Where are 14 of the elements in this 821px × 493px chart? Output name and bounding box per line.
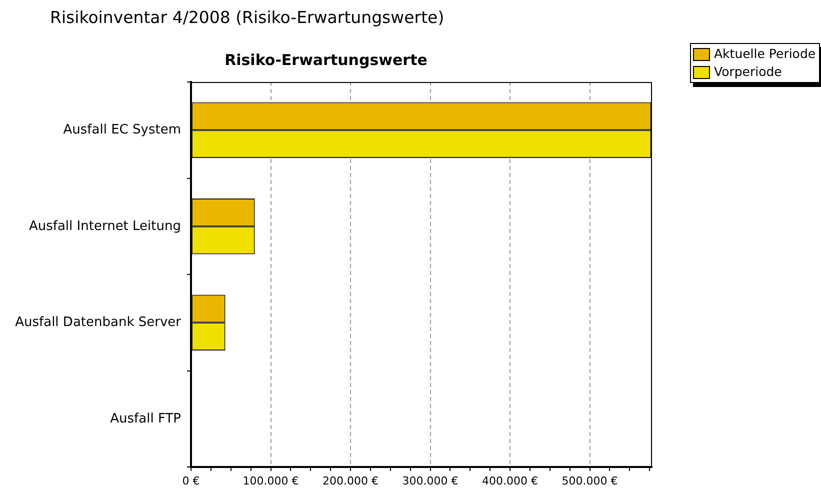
y-tick-label: Ausfall Internet Leitung — [28, 218, 181, 234]
legend-label: Vorperiode — [714, 63, 782, 81]
legend-label: Aktuelle Periode — [714, 45, 816, 63]
x-tick-label: 300.000 € — [402, 474, 458, 488]
x-tick-label: 200.000 € — [322, 474, 379, 488]
x-tick-label: 400.000 € — [482, 474, 538, 488]
chart-title: Risikoinventar 4/2008 (Risiko-Erwartungswerte) — [50, 8, 444, 27]
y-tick-label: Ausfall Datenbank Server — [15, 315, 182, 330]
x-tick-label: 100.000 € — [242, 474, 299, 488]
chart-subtitle: Risiko-Erwartungswerte — [224, 51, 428, 69]
y-tick-label: Ausfall EC System — [63, 122, 181, 138]
x-tick-label: 500.000 € — [562, 474, 618, 488]
y-tick-label: Ausfall FTP — [110, 411, 182, 426]
x-tick-label: 0 € — [182, 474, 200, 488]
